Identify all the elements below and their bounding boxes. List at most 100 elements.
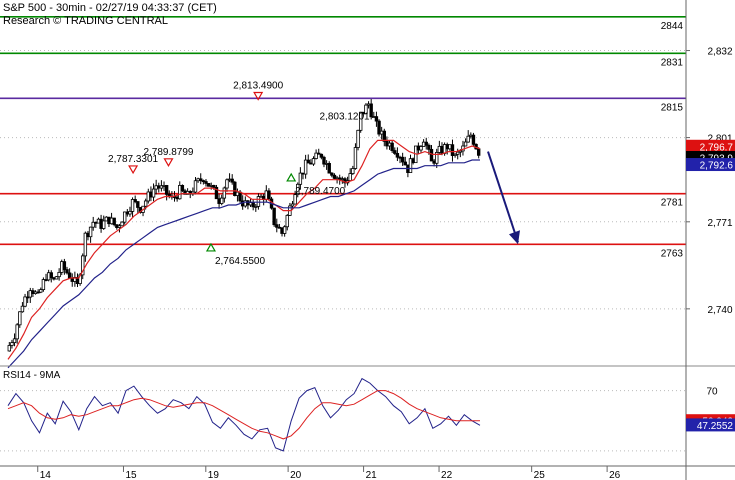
- time-tick-label: 15: [125, 470, 137, 480]
- candle-body: [94, 221, 98, 224]
- level-label-2815: 2815: [661, 102, 684, 113]
- candle-body: [214, 186, 219, 200]
- candle-body: [429, 148, 434, 162]
- candle-body: [199, 178, 203, 182]
- candle-body: [151, 188, 156, 198]
- level-label-2844: 2844: [661, 21, 684, 32]
- candle-body: [222, 187, 227, 199]
- candle-body: [149, 191, 153, 198]
- annotation-label: 2,813.4900: [233, 81, 283, 92]
- candle-body: [217, 198, 221, 204]
- candle-body: [309, 162, 313, 165]
- candle-body: [49, 272, 53, 279]
- candle-body: [112, 217, 116, 226]
- candle-body: [25, 296, 30, 299]
- candle-body: [117, 225, 122, 228]
- candle-body: [81, 255, 85, 276]
- candle-body: [41, 279, 46, 290]
- candle-body: [10, 342, 14, 346]
- candle-body: [178, 185, 182, 200]
- candle-body: [369, 103, 373, 118]
- candle-body: [238, 191, 242, 202]
- time-tick-label: 14: [40, 470, 52, 480]
- candle-body: [248, 202, 253, 206]
- candle-body: [450, 144, 455, 156]
- candle-body: [44, 279, 48, 281]
- value-badge: [686, 418, 735, 432]
- candle-body: [421, 141, 426, 147]
- candle-body: [419, 146, 423, 151]
- up-marker-icon: [286, 172, 297, 182]
- candle-body: [432, 160, 436, 164]
- candle-body: [272, 207, 276, 226]
- candle-body: [264, 190, 268, 201]
- annotation-label: 2,789.4700: [295, 186, 345, 197]
- candle-body: [298, 172, 303, 185]
- down-marker-icon: [163, 158, 174, 168]
- candle-body: [306, 159, 310, 164]
- candle-body: [246, 200, 250, 206]
- candle-body: [324, 163, 329, 165]
- candle-body: [28, 290, 32, 298]
- candle-body: [83, 232, 88, 257]
- candle-body: [60, 261, 64, 273]
- up-marker-icon: [205, 242, 216, 252]
- candle-body: [62, 261, 67, 270]
- candle-body: [206, 183, 211, 187]
- candle-body: [319, 153, 324, 158]
- forecast-arrow: [487, 151, 520, 245]
- candle-body: [67, 272, 72, 279]
- down-marker-icon: [253, 91, 264, 101]
- candle-body: [39, 289, 43, 293]
- candle-body: [233, 181, 237, 196]
- candle-body: [12, 338, 17, 344]
- price-tick-label: 2,801: [707, 134, 732, 145]
- candle-body: [88, 226, 93, 238]
- ma-slow-line: [7, 159, 480, 369]
- candle-body: [285, 215, 289, 228]
- rsi-title: RSI14 - 9MA: [3, 370, 61, 381]
- candle-body: [143, 200, 148, 207]
- candle-body: [120, 221, 124, 227]
- candle-body: [456, 151, 460, 155]
- support-resistance-levels: 2844 2831 2815 2781 2763: [0, 16, 686, 259]
- candle-body: [162, 185, 166, 187]
- candle-body: [327, 163, 331, 174]
- candle-body: [372, 116, 376, 119]
- candle-body: [54, 276, 59, 280]
- time-tick-label: 25: [534, 470, 546, 480]
- candle-body: [351, 168, 355, 174]
- candle-body: [338, 177, 342, 180]
- candle-body: [353, 147, 358, 169]
- time-tick-label: 21: [366, 470, 378, 480]
- candle-body: [332, 174, 337, 179]
- candle-body: [243, 200, 248, 207]
- candle-body: [476, 148, 481, 156]
- candle-body: [115, 224, 119, 228]
- candle-body: [322, 156, 326, 165]
- candle-body: [99, 218, 103, 229]
- candle-body: [130, 199, 135, 212]
- candle-body: [395, 153, 400, 158]
- candle-body: [125, 211, 130, 215]
- candle-body: [424, 141, 428, 146]
- candle-body: [469, 134, 473, 137]
- candle-body: [235, 191, 240, 196]
- candle-body: [267, 190, 271, 200]
- rsi-line: [7, 377, 481, 452]
- candle-body: [86, 232, 90, 238]
- candle-body: [175, 196, 179, 200]
- rsi-panel: RSI14 - 9MA: [0, 365, 735, 452]
- candle-body: [70, 277, 74, 282]
- candle-body: [440, 145, 444, 154]
- candle-body: [180, 185, 185, 192]
- candle-body: [408, 158, 413, 173]
- candle-body: [146, 191, 150, 202]
- candle-body: [377, 120, 381, 135]
- candle-body: [445, 144, 449, 150]
- candle-body: [20, 305, 25, 313]
- level-label-2763: 2763: [661, 248, 684, 259]
- candle-body: [204, 181, 208, 184]
- candle-body: [164, 185, 169, 195]
